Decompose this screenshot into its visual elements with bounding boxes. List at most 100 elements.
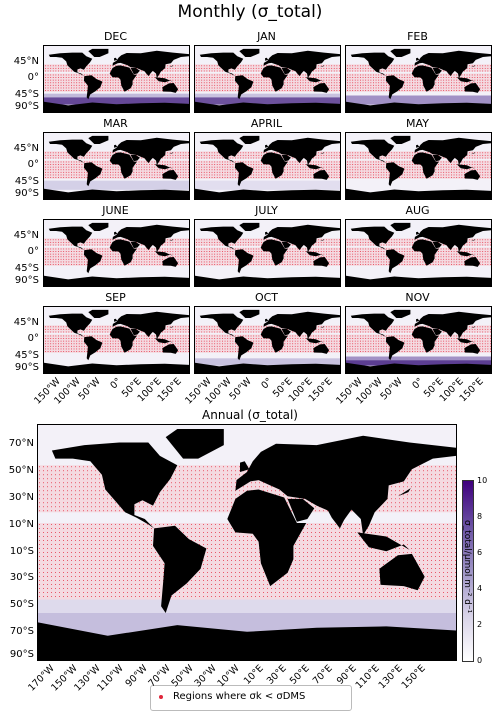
colorbar-tick: 10 xyxy=(477,476,488,485)
lat-label: 90°S xyxy=(14,275,39,286)
continent-landmass xyxy=(48,313,93,338)
continent-landmass xyxy=(313,83,330,93)
sigma-band xyxy=(346,360,491,366)
month-title-mar: MAR xyxy=(103,117,128,130)
continent-landmass xyxy=(162,170,179,180)
continent-landmass xyxy=(114,318,118,322)
continent-landmass xyxy=(294,70,303,77)
continent-landmass xyxy=(235,435,456,536)
continent-landmass xyxy=(265,318,269,322)
continent-landmass xyxy=(260,65,288,92)
continent-landmass xyxy=(83,75,103,100)
continent-landmass xyxy=(411,152,439,179)
annual-lat-label: 10°S xyxy=(9,545,34,557)
month-title-feb: FEB xyxy=(407,30,428,43)
annual-lat-label: 10°N xyxy=(8,518,34,530)
continent-landmass xyxy=(227,489,307,587)
legend-label: Regions where σk < σDMS xyxy=(173,691,306,702)
continent-landmass xyxy=(263,311,340,339)
continent-landmass xyxy=(154,77,173,83)
continent-landmass xyxy=(350,139,395,164)
antarctica-landmass xyxy=(195,362,340,373)
annual-lat-label: 30°N xyxy=(8,491,34,503)
continent-landmass xyxy=(114,231,118,235)
lat-label: 45°S xyxy=(14,262,39,274)
continent-landmass xyxy=(414,50,491,78)
colorbar-tick: 8 xyxy=(477,512,483,521)
antarctica-landmass xyxy=(195,188,340,199)
continent-landmass xyxy=(281,155,291,162)
continent-landmass xyxy=(162,83,179,93)
continent-landmass xyxy=(456,251,475,257)
continent-landmass xyxy=(456,164,475,170)
colorbar-tick: 2 xyxy=(477,620,483,629)
annual-lat-label: 70°N xyxy=(8,438,34,450)
stipple-zone xyxy=(195,160,340,179)
continent-landmass xyxy=(445,244,454,251)
month-title-july: JULY xyxy=(255,204,278,217)
stipple-zone xyxy=(195,247,340,266)
lat-label: 0° xyxy=(27,333,39,344)
continent-landmass xyxy=(260,239,288,266)
month-title-nov: NOV xyxy=(405,291,430,304)
month-title-jan: JAN xyxy=(257,30,276,43)
month-map-june xyxy=(43,219,190,287)
continent-landmass xyxy=(109,65,137,92)
stipple-zone xyxy=(346,73,491,92)
continent-landmass xyxy=(143,157,152,164)
annual-title: Annual (σ_total) xyxy=(202,408,298,422)
continent-landmass xyxy=(240,461,250,472)
continent-landmass xyxy=(234,75,254,100)
antarctica-landmass xyxy=(195,101,340,112)
month-map-mar xyxy=(43,132,190,200)
continent-landmass xyxy=(464,83,481,93)
continent-landmass xyxy=(239,309,260,318)
month-title-dec: DEC xyxy=(103,30,128,43)
stipple-zone xyxy=(38,523,456,600)
stipple-dots xyxy=(347,152,491,178)
antarctica-landmass xyxy=(44,275,189,286)
lat-label: 0° xyxy=(27,159,39,170)
continent-landmass xyxy=(445,70,454,77)
continent-landmass xyxy=(281,68,291,75)
continent-landmass xyxy=(199,52,244,77)
continent-landmass xyxy=(239,48,260,57)
continent-landmass xyxy=(112,224,189,252)
antarctica-landmass xyxy=(38,622,456,660)
sigma-band xyxy=(195,180,340,190)
month-title-oct: OCT xyxy=(254,291,279,304)
colorbar-tick: 6 xyxy=(477,548,483,557)
continent-landmass xyxy=(112,50,189,78)
sigma-band xyxy=(346,95,491,105)
continent-landmass xyxy=(114,57,118,61)
continent-landmass xyxy=(239,135,260,144)
lat-label: 45°S xyxy=(14,349,39,361)
continent-landmass xyxy=(390,135,411,144)
continent-landmass xyxy=(165,429,224,459)
continent-landmass xyxy=(265,144,269,148)
sigma-band xyxy=(195,93,340,98)
continent-landmass xyxy=(263,50,340,78)
continent-landmass xyxy=(88,309,109,318)
month-map-aug xyxy=(345,219,492,287)
continent-landmass xyxy=(130,155,140,162)
continent-landmass xyxy=(294,157,303,164)
continent-landmass xyxy=(143,70,152,77)
continent-landmass xyxy=(112,137,189,165)
continent-landmass xyxy=(385,249,405,274)
continent-landmass xyxy=(199,226,244,251)
continent-landmass xyxy=(305,251,324,257)
continent-landmass xyxy=(48,226,93,251)
continent-landmass xyxy=(326,506,350,529)
lat-label: 90°S xyxy=(14,188,39,199)
continent-landmass xyxy=(83,336,103,361)
legend: Regions where σk < σDMS xyxy=(150,685,352,711)
month-title-may: MAY xyxy=(406,117,429,130)
sigma-band xyxy=(44,180,189,190)
stipple-zone xyxy=(346,334,491,353)
sigma-band xyxy=(44,97,189,105)
antarctica-landmass xyxy=(44,101,189,112)
continent-landmass xyxy=(263,224,340,252)
continent-landmass xyxy=(143,331,152,338)
continent-landmass xyxy=(162,257,179,267)
